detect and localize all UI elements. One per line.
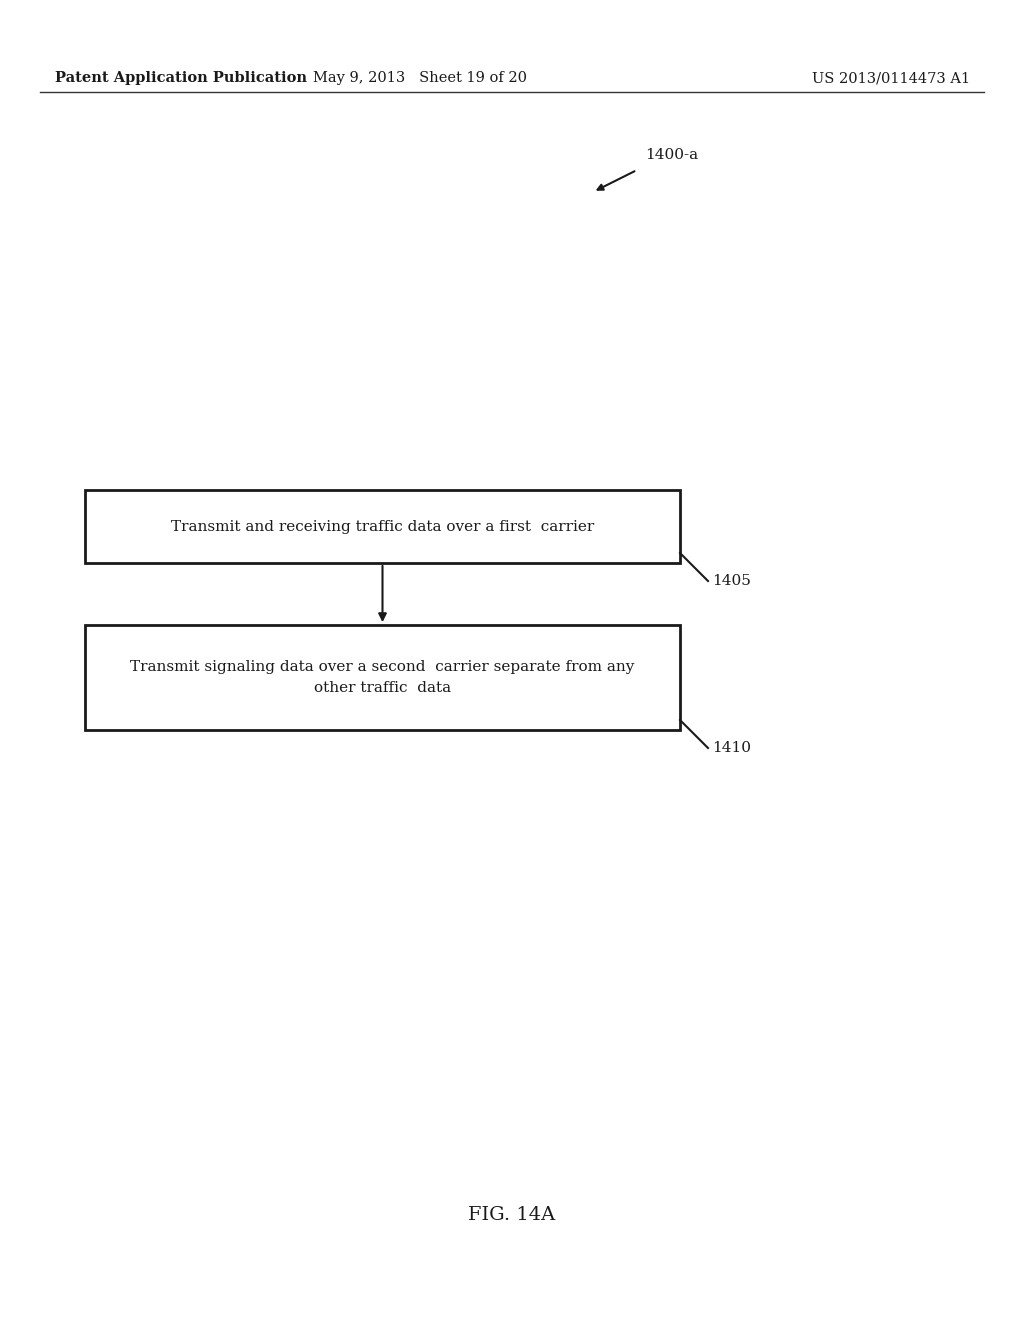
Text: Patent Application Publication: Patent Application Publication — [55, 71, 307, 84]
Text: 1410: 1410 — [712, 741, 751, 755]
Text: FIG. 14A: FIG. 14A — [468, 1206, 556, 1224]
Text: US 2013/0114473 A1: US 2013/0114473 A1 — [812, 71, 970, 84]
Bar — [85, 624, 680, 730]
Text: Transmit and receiving traffic data over a first  carrier: Transmit and receiving traffic data over… — [171, 520, 594, 533]
Text: Transmit signaling data over a second  carrier separate from any
other traffic  : Transmit signaling data over a second ca… — [130, 660, 635, 694]
Text: May 9, 2013   Sheet 19 of 20: May 9, 2013 Sheet 19 of 20 — [313, 71, 527, 84]
Bar — [85, 490, 680, 564]
Text: 1400-a: 1400-a — [645, 148, 698, 162]
Text: 1405: 1405 — [712, 574, 751, 587]
